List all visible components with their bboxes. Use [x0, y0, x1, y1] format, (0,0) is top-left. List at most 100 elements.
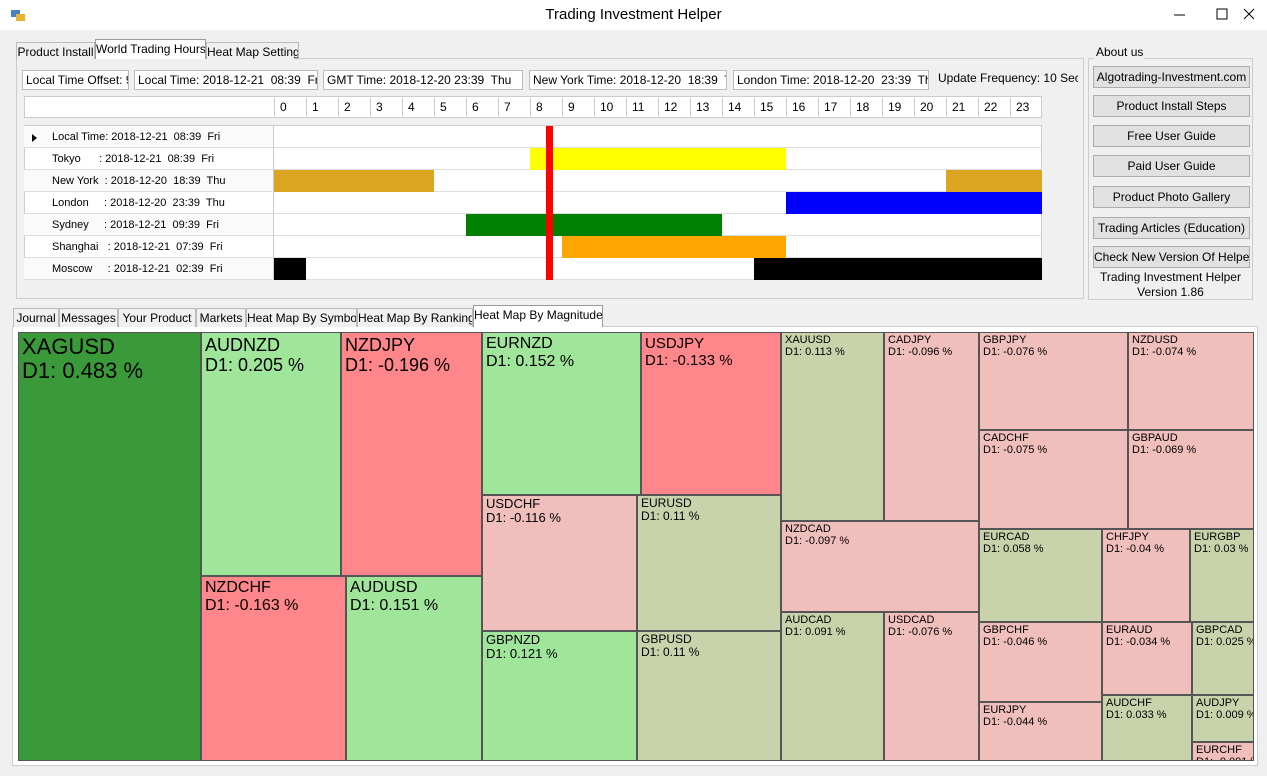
hour-label: 6	[466, 98, 498, 116]
about-button[interactable]: Product Photo Gallery	[1093, 186, 1250, 208]
tile-change: D1: -0.046 %	[983, 636, 1048, 648]
about-button[interactable]: Algotrading-Investment.com	[1093, 66, 1250, 88]
tile-change: D1: 0.205 %	[205, 355, 305, 375]
tile-symbol: USDCAD	[888, 614, 935, 626]
info-field: Local Time Offset: 9	[22, 70, 129, 90]
about-button[interactable]: Product Install Steps	[1093, 95, 1250, 117]
heatmap-tile[interactable]: AUDUSD D1: 0.151 %	[346, 576, 482, 761]
tab[interactable]: Heat Map By Ranking	[357, 308, 473, 327]
hours-header	[24, 96, 1042, 118]
heatmap-tile[interactable]: CADCHF D1: -0.075 %	[979, 430, 1128, 529]
tile-symbol: AUDCHF	[1106, 697, 1152, 709]
info-field: London Time: 2018-12-20 23:39 Thu	[733, 70, 929, 90]
heatmap-tile[interactable]: NZDUSD D1: -0.074 %	[1128, 332, 1254, 430]
heatmap-tile[interactable]: CHFJPY D1: -0.04 %	[1102, 529, 1190, 622]
tile-symbol: XAUUSD	[785, 334, 831, 346]
tab[interactable]: Messages	[59, 308, 118, 327]
hour-label: 21	[946, 98, 978, 116]
heatmap-tile[interactable]: GBPUSD D1: 0.11 %	[637, 631, 781, 761]
app-icon	[11, 10, 25, 21]
heatmap-tile[interactable]: EURGBP D1: 0.03 %	[1190, 529, 1254, 622]
about-button[interactable]: Paid User Guide	[1093, 155, 1250, 177]
about-button[interactable]: Trading Articles (Education)	[1093, 217, 1250, 239]
tab[interactable]: Markets	[196, 308, 246, 327]
tab[interactable]: World Trading Hours	[95, 39, 206, 59]
hour-label: 19	[882, 98, 914, 116]
row-label: Local Time: 2018-12-21 08:39 Fri	[24, 126, 274, 148]
heatmap-tile[interactable]: USDCHF D1: -0.116 %	[482, 495, 637, 631]
heatmap-tile[interactable]: EURJPY D1: -0.044 %	[979, 702, 1102, 761]
tile-change: D1: 0.113 %	[785, 346, 845, 358]
window-controls[interactable]	[1160, 0, 1267, 30]
heatmap-tile[interactable]: AUDCHF D1: 0.033 %	[1102, 695, 1192, 761]
tile-change: D1: -0.097 %	[785, 535, 850, 547]
heatmap-tile[interactable]: AUDJPY D1: 0.009 %	[1192, 695, 1254, 742]
heatmap-tile[interactable]: EURCAD D1: 0.058 %	[979, 529, 1102, 622]
session-bar	[466, 214, 722, 236]
heatmap-tile[interactable]: GBPAUD D1: -0.069 %	[1128, 430, 1254, 529]
tile-symbol: EURCAD	[983, 531, 1030, 543]
tab[interactable]: Journal	[13, 308, 59, 327]
group-title: About us	[1094, 45, 1144, 59]
hour-label: 10	[594, 98, 626, 116]
tile-symbol: GBPCAD	[1196, 624, 1243, 636]
tile-change: D1: -0.044 %	[983, 716, 1048, 728]
tab[interactable]: Your Product	[118, 308, 196, 327]
tile-symbol: CADCHF	[983, 432, 1029, 444]
heatmap-tile[interactable]: USDJPY D1: -0.133 %	[641, 332, 781, 495]
tile-change: D1: 0.121 %	[486, 646, 558, 661]
tile-symbol: EURGBP	[1194, 531, 1241, 543]
tab[interactable]: Heat Map By Symbol	[246, 308, 357, 327]
hour-label: 17	[818, 98, 850, 116]
hour-label: 18	[850, 98, 882, 116]
tile-change: D1: 0.091 %	[785, 626, 846, 638]
heatmap-tile[interactable]: XAGUSD D1: 0.483 %	[18, 332, 201, 761]
tile-symbol: GBPJPY	[983, 334, 1027, 346]
row-label: New York : 2018-12-20 18:39 Thu	[24, 170, 274, 192]
heatmap-tile[interactable]: NZDCAD D1: -0.097 %	[781, 521, 979, 612]
tile-change: D1: -0.04 %	[1106, 543, 1165, 555]
hour-label: 15	[754, 98, 786, 116]
heatmap-tile[interactable]: NZDCHF D1: -0.163 %	[201, 576, 346, 761]
hour-label: 23	[1010, 98, 1042, 116]
heatmap-tile[interactable]: GBPCAD D1: 0.025 %	[1192, 622, 1254, 695]
heatmap-tile[interactable]: CADJPY D1: -0.096 %	[884, 332, 979, 521]
heatmap-tile[interactable]: EURUSD D1: 0.11 %	[637, 495, 781, 631]
tile-symbol: NZDCAD	[785, 523, 831, 535]
heatmap-tile[interactable]: USDCAD D1: -0.076 %	[884, 612, 979, 761]
row-line	[274, 191, 1042, 192]
row-label: Sydney : 2018-12-21 09:39 Fri	[24, 214, 274, 236]
heatmap-tile[interactable]: EURCHFD1: -0.001 %	[1192, 742, 1254, 761]
row-label: London : 2018-12-20 23:39 Thu	[24, 192, 274, 214]
hour-label: 7	[498, 98, 530, 116]
heatmap-tile[interactable]: AUDNZD D1: 0.205 %	[201, 332, 341, 576]
heatmap-tile[interactable]: AUDCAD D1: 0.091 %	[781, 612, 884, 761]
tab[interactable]: Product Install	[16, 42, 95, 59]
tile-symbol: NZDCHF	[205, 579, 271, 596]
tile-change: D1: -0.116 %	[486, 510, 561, 525]
hour-label: 14	[722, 98, 754, 116]
heatmap-tile[interactable]: GBPCHF D1: -0.046 %	[979, 622, 1102, 702]
heatmap-tile[interactable]: XAUUSD D1: 0.113 %	[781, 332, 884, 521]
row-label: Tokyo : 2018-12-21 08:39 Fri	[24, 148, 274, 170]
tile-symbol: USDCHF	[486, 496, 541, 511]
heatmap-tile[interactable]: NZDJPY D1: -0.196 %	[341, 332, 482, 576]
tab[interactable]: Heat Map By Magnitude	[473, 305, 603, 327]
tile-change: D1: 0.11 %	[641, 645, 700, 659]
heatmap-tile[interactable]: EURNZD D1: 0.152 %	[482, 332, 641, 495]
heatmap-tile[interactable]: GBPNZD D1: 0.121 %	[482, 631, 637, 761]
hour-label: 3	[370, 98, 402, 116]
tile-change: D1: -0.074 %	[1132, 346, 1197, 358]
session-bar	[946, 170, 1042, 192]
hour-label: 8	[530, 98, 562, 116]
tab[interactable]: Heat Map Setting	[206, 42, 299, 59]
hour-label: 13	[690, 98, 722, 116]
about-button[interactable]: Check New Version Of Helper	[1093, 246, 1250, 268]
tile-symbol: GBPAUD	[1132, 432, 1178, 444]
about-button[interactable]: Free User Guide	[1093, 125, 1250, 147]
tile-change: D1: -0.133 %	[645, 352, 733, 369]
heatmap-tile[interactable]: EURAUD D1: -0.034 %	[1102, 622, 1192, 695]
heatmap-tile[interactable]: GBPJPY D1: -0.076 %	[979, 332, 1128, 430]
title-bar: Trading Investment Helper	[0, 0, 1267, 30]
session-bar	[274, 258, 306, 280]
